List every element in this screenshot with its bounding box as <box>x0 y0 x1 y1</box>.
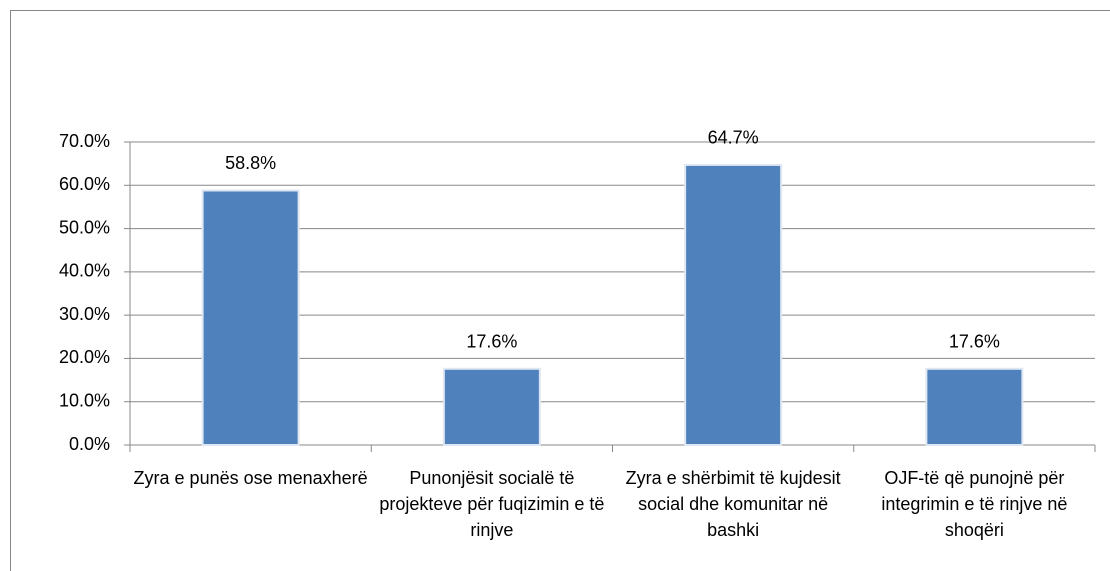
y-tick-label: 40.0% <box>59 261 110 281</box>
value-label: 17.6% <box>466 332 517 352</box>
x-tick-label: Zyra e shërbimit të kujdesit social dhe … <box>625 468 841 540</box>
y-tick-label: 10.0% <box>59 390 110 410</box>
bar <box>201 189 300 446</box>
y-tick-label: 0.0% <box>69 434 110 454</box>
x-tick-label: Punonjësit socialë të projekteve për fuq… <box>379 468 605 540</box>
y-tick-label: 70.0% <box>59 131 110 151</box>
bar <box>684 163 783 446</box>
y-tick-label: 60.0% <box>59 174 110 194</box>
y-tick-label: 50.0% <box>59 217 110 237</box>
y-tick-label: 30.0% <box>59 304 110 324</box>
y-tick-label: 20.0% <box>59 347 110 367</box>
value-label: 58.8% <box>225 153 276 173</box>
value-label: 64.7% <box>708 128 759 148</box>
value-label: 17.6% <box>949 332 1000 352</box>
x-tick-label: OJF-të që punojnë për integrimin e të ri… <box>881 468 1068 540</box>
bar <box>925 367 1024 446</box>
x-tick-label: Zyra e punës ose menaxherë <box>133 468 368 488</box>
bar <box>442 367 541 446</box>
chart-frame <box>10 10 1110 571</box>
